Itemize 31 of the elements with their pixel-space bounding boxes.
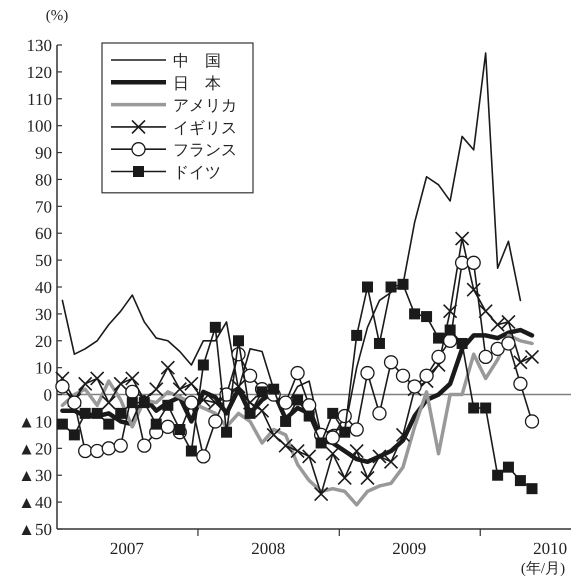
legend-label: フランス [173,142,237,160]
y-tick-label: 110 [27,90,52,109]
y-tick-label: ▲50 [18,520,52,539]
y-tick-label: 90 [35,144,52,163]
legend-label: イギリス [173,118,237,137]
legend-label: 日 本 [173,74,221,92]
legend-label: アメリカ [173,98,237,115]
y-tick-label: 50 [35,251,52,270]
y-tick-label: ▲30 [18,466,52,486]
x-tick-label: 2010 [533,539,568,558]
y-tick-label: 130 [26,36,52,55]
y-tick-label: 80 [35,170,52,190]
legend-label: ドイツ [173,164,221,182]
x-axis-title: (年/月) [520,560,566,577]
y-tick-label: 30 [35,304,52,324]
y-tick-label: ▲20 [18,439,52,458]
y-tick-label: ▲40 [18,493,52,512]
y-tick-label: 0 [44,386,52,405]
y-tick-label: 70 [35,197,52,216]
y-tick-label: 60 [35,224,52,244]
y-axis-title: (%) [46,8,68,24]
y-tick-label: 10 [35,358,52,378]
y-tick-label: 120 [26,62,52,82]
y-tick-label: ▲10 [18,412,52,432]
x-tick-label: 2007 [110,539,144,558]
y-tick-label: 40 [35,278,52,297]
legend-label: 中 国 [173,52,221,70]
x-tick-label: 2008 [251,539,286,558]
x-tick-label: 2009 [392,539,426,558]
y-tick-label: 100 [26,116,52,136]
y-tick-label: 20 [35,332,52,351]
